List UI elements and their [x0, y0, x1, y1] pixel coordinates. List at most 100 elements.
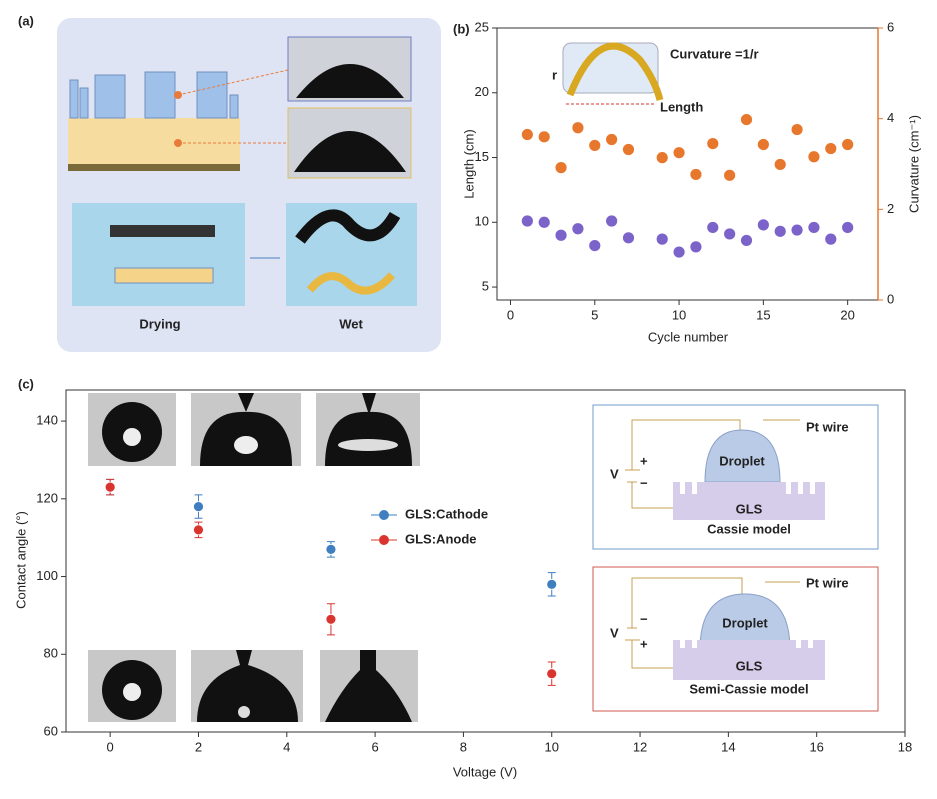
y-tick-label: 140 — [36, 413, 58, 428]
y-tick-label: 20 — [475, 84, 489, 99]
data-point — [672, 146, 686, 160]
data-point — [773, 224, 787, 238]
droplet-photo — [294, 131, 406, 172]
connector-dot — [174, 139, 182, 147]
x-tick-label: 16 — [809, 739, 823, 754]
y-tick-label: 80 — [44, 646, 58, 661]
semi-cassie-box — [592, 566, 879, 712]
data-point — [740, 234, 753, 247]
x-tick-label: 6 — [371, 739, 378, 754]
panel-label: (a) — [18, 13, 34, 28]
diagram-label: − — [640, 475, 648, 490]
data-point — [605, 214, 619, 228]
data-point — [537, 130, 551, 144]
diagram-label: V — [610, 625, 619, 640]
caption: Wet — [339, 316, 363, 331]
y-tick-label: 15 — [475, 149, 489, 164]
x-axis-label: Voltage (V) — [453, 764, 517, 779]
legend-label: GLS:Cathode — [405, 506, 488, 521]
film-wet — [295, 209, 401, 244]
photo-strip-bottom — [88, 650, 418, 722]
diagram-label: GLS — [736, 501, 763, 516]
x-tick-label: 2 — [195, 739, 202, 754]
x-axis-label: Cycle number — [648, 329, 729, 344]
y-tick-label: 10 — [475, 214, 489, 229]
diagram-label: GLS — [736, 658, 763, 673]
inset-ribbon — [566, 42, 664, 101]
data-point — [841, 138, 855, 151]
data-point — [773, 158, 787, 171]
diagram-label: + — [640, 636, 648, 651]
data-point — [193, 501, 204, 512]
data-point — [193, 524, 204, 536]
data-point — [807, 221, 821, 234]
y2-tick-label: 2 — [887, 201, 894, 216]
data-point — [790, 123, 804, 136]
x-tick-label: 5 — [591, 307, 598, 322]
photo — [72, 203, 245, 306]
y2-tick-label: 6 — [887, 19, 894, 34]
data-point — [622, 143, 635, 156]
x-tick-label: 4 — [283, 739, 290, 754]
diagram-label: − — [640, 611, 648, 626]
x-tick-label: 10 — [672, 307, 686, 322]
data-point — [588, 139, 602, 152]
data-point — [546, 668, 558, 680]
diagram-label: Droplet — [719, 453, 765, 468]
y-tick-label: 25 — [475, 19, 489, 34]
y-axis-label: Contact angle (°) — [13, 511, 28, 609]
data-point — [325, 543, 337, 555]
substrate — [68, 118, 240, 164]
legend-marker — [379, 535, 389, 545]
x-tick-label: 0 — [507, 307, 514, 322]
plot-frame — [65, 389, 906, 733]
y-tick-label: 120 — [36, 490, 58, 505]
data-point — [689, 168, 703, 181]
data-point — [790, 223, 804, 237]
x-tick-label: 18 — [898, 739, 912, 754]
y-tick-label: 60 — [44, 723, 58, 738]
diagram-label: Pt wire — [806, 575, 849, 590]
data-point — [723, 168, 737, 182]
caption: Drying — [139, 316, 180, 331]
droplet-photo — [296, 64, 404, 98]
film — [110, 225, 215, 237]
x-tick-label: 14 — [721, 739, 735, 754]
diagram-label: Pt wire — [806, 419, 849, 434]
data-point — [571, 121, 585, 135]
data-point — [655, 232, 669, 246]
x-tick-label: 10 — [545, 739, 559, 754]
data-point — [546, 578, 558, 590]
data-point — [824, 232, 838, 246]
data-point — [571, 222, 585, 236]
panel-label: (c) — [18, 376, 34, 391]
x-tick-label: 15 — [756, 307, 770, 322]
data-point — [655, 151, 669, 165]
x-tick-label: 12 — [633, 739, 647, 754]
x-tick-label: 0 — [107, 739, 114, 754]
y-tick-label: 100 — [36, 568, 58, 583]
x-tick-label: 20 — [840, 307, 854, 322]
data-point — [605, 133, 619, 146]
y2-tick-label: 4 — [887, 110, 894, 125]
connector-dot — [174, 91, 182, 99]
diagram-label: Cassie model — [707, 521, 791, 536]
y2-tick-label: 0 — [887, 291, 894, 306]
data-point — [689, 240, 703, 254]
panel-label: (b) — [453, 21, 470, 36]
diagram-label: + — [640, 453, 648, 468]
connector — [177, 69, 289, 96]
diagram-label: Semi-Cassie model — [689, 681, 808, 696]
pillars — [69, 71, 239, 119]
data-point — [325, 613, 337, 625]
data-point — [554, 161, 568, 175]
legend-label: GLS:Anode — [405, 531, 477, 546]
inset-text: r — [552, 67, 557, 82]
inset-text: Length — [660, 99, 703, 114]
film-model — [114, 267, 214, 284]
data-point — [537, 215, 551, 229]
legend-marker — [379, 510, 389, 520]
data-point — [520, 128, 534, 141]
data-point — [756, 218, 770, 232]
